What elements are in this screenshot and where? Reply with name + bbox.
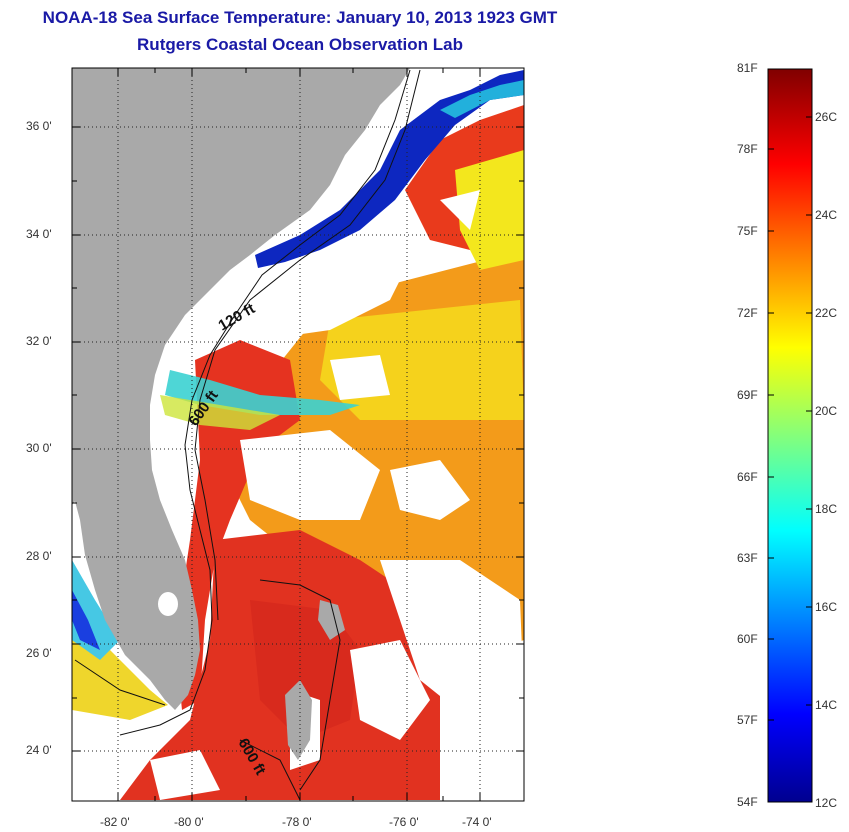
lat-label-32: 32 0' bbox=[26, 334, 52, 348]
cbar-c-20: 20C bbox=[815, 404, 838, 418]
sst-map bbox=[72, 68, 524, 801]
shelf-cyan-edge bbox=[440, 80, 524, 118]
cbar-c-26: 26C bbox=[815, 110, 838, 124]
cbar-f-72: 72F bbox=[737, 306, 758, 320]
graticule bbox=[72, 68, 524, 801]
colorbar bbox=[767, 68, 813, 803]
cyan-streaks bbox=[165, 370, 360, 415]
gulf-west-land bbox=[72, 490, 80, 505]
lat-label-28: 28 0' bbox=[26, 549, 52, 563]
bahamas-land bbox=[285, 680, 312, 760]
land-north-america bbox=[72, 68, 410, 710]
cloud-cover bbox=[150, 190, 524, 800]
cbar-f-60: 60F bbox=[737, 632, 758, 646]
cbar-f-69: 69F bbox=[737, 388, 758, 402]
lat-label-36: 36 0' bbox=[26, 119, 52, 133]
lake-okeechobee bbox=[158, 592, 178, 616]
gulf-blue bbox=[72, 590, 100, 650]
lon-label-80: -80 0' bbox=[174, 815, 204, 829]
map-ticks bbox=[72, 68, 524, 801]
cbar-c-12: 12C bbox=[815, 796, 838, 810]
cbar-f-75: 75F bbox=[737, 224, 758, 238]
lon-label-78: -78 0' bbox=[282, 815, 312, 829]
lat-label-26: 26 0' bbox=[26, 646, 52, 660]
cbar-c-16: 16C bbox=[815, 600, 838, 614]
lon-label-74: -74 0' bbox=[462, 815, 492, 829]
central-yellow-band bbox=[320, 300, 524, 430]
lat-label-30: 30 0' bbox=[26, 441, 52, 455]
cbar-c-18: 18C bbox=[815, 502, 838, 516]
lat-label-34: 34 0' bbox=[26, 227, 52, 241]
cbar-f-54: 54F bbox=[737, 795, 758, 809]
cbar-c-24: 24C bbox=[815, 208, 838, 222]
yellow-green-streak bbox=[160, 395, 280, 430]
cbar-c-14: 14C bbox=[815, 698, 838, 712]
cbar-f-81: 81F bbox=[737, 61, 758, 75]
lon-label-82: -82 0' bbox=[100, 815, 130, 829]
lat-label-24: 24 0' bbox=[26, 743, 52, 757]
bahamas-land-2 bbox=[318, 600, 345, 640]
colorbar-ticks bbox=[768, 116, 812, 721]
cbar-f-66: 66F bbox=[737, 470, 758, 484]
cbar-f-57: 57F bbox=[737, 713, 758, 727]
bathymetry-contours bbox=[74, 69, 421, 801]
florida-current bbox=[175, 340, 300, 710]
northeast-yellow-patch bbox=[455, 150, 524, 270]
cbar-f-78: 78F bbox=[737, 142, 758, 156]
map-subtitle: Rutgers Coastal Ocean Observation Lab bbox=[137, 35, 463, 54]
lon-label-76: -76 0' bbox=[389, 815, 419, 829]
cbar-c-22: 22C bbox=[815, 306, 838, 320]
map-frame bbox=[71, 67, 525, 802]
map-title: NOAA-18 Sea Surface Temperature: January… bbox=[42, 8, 558, 27]
cbar-f-63: 63F bbox=[737, 551, 758, 565]
